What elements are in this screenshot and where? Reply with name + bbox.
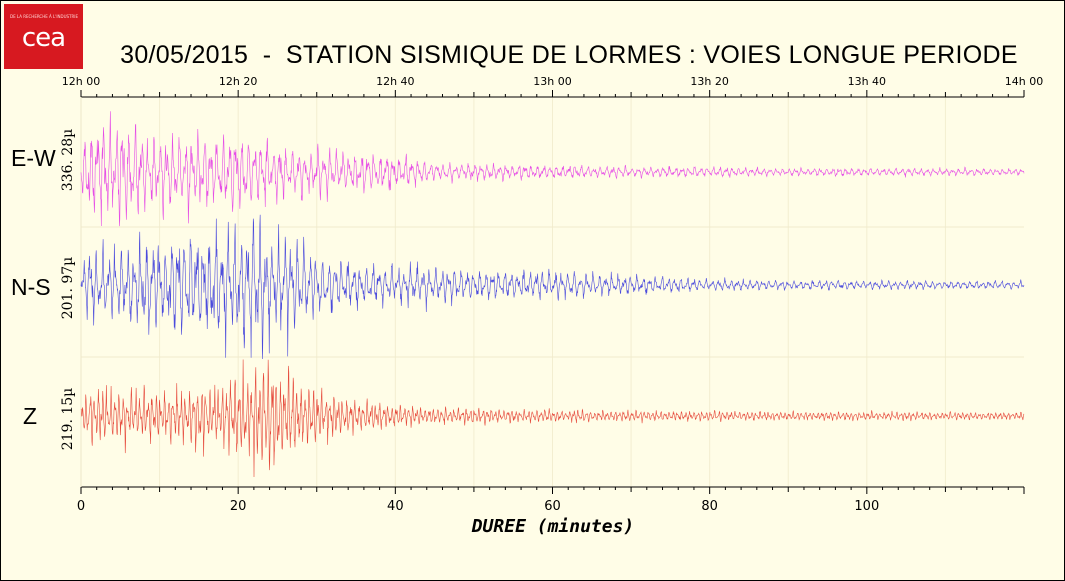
top-tick-label: 13h 20 bbox=[690, 75, 728, 88]
bottom-tick-label: 0 bbox=[77, 499, 85, 514]
top-tick-label: 12h 40 bbox=[376, 75, 414, 88]
top-tick-label: 13h 40 bbox=[848, 75, 886, 88]
trace-n-s bbox=[80, 214, 1025, 360]
trace-z bbox=[80, 359, 1025, 478]
top-tick-label: 12h 20 bbox=[219, 75, 257, 88]
bottom-tick-label: 80 bbox=[701, 499, 718, 514]
scale-label-z: 219. 15µ bbox=[60, 387, 76, 451]
bottom-tick-label: 100 bbox=[854, 499, 879, 514]
scale-label-ns: 201. 97µ bbox=[60, 256, 76, 320]
logo-text: cea bbox=[21, 23, 66, 53]
top-tick-label: 13h 00 bbox=[533, 75, 571, 88]
bottom-tick-label: 60 bbox=[544, 499, 561, 514]
x-axis-label: DUREE (minutes) bbox=[471, 516, 635, 537]
top-tick-label: 14h 00 bbox=[1005, 75, 1043, 88]
top-tick-label: 12h 00 bbox=[62, 75, 100, 88]
channel-label-z: Z bbox=[23, 403, 38, 429]
chart-title: 30/05/2015 - STATION SISMIQUE DE LORMES … bbox=[120, 41, 1018, 69]
channel-label-ns: N-S bbox=[11, 274, 51, 300]
trace-e-w bbox=[80, 111, 1025, 227]
channel-label-ew: E-W bbox=[11, 145, 56, 171]
scale-label-ew: 336. 28µ bbox=[60, 128, 76, 192]
bottom-tick-label: 40 bbox=[387, 499, 404, 514]
cea-logo: DE LA RECHERCHE À L'INDUSTRIE cea bbox=[4, 4, 83, 69]
bottom-tick-label: 20 bbox=[230, 499, 247, 514]
logo-tagline: DE LA RECHERCHE À L'INDUSTRIE bbox=[10, 14, 79, 19]
